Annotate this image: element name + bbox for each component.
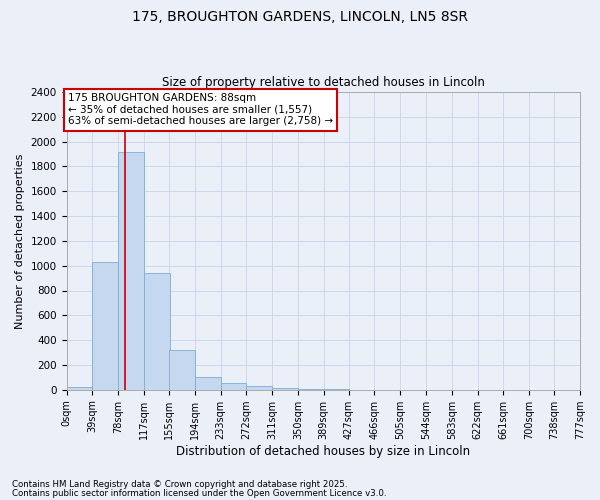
- X-axis label: Distribution of detached houses by size in Lincoln: Distribution of detached houses by size …: [176, 444, 470, 458]
- Bar: [195, 378, 221, 390]
- Bar: [221, 383, 246, 390]
- Bar: [144, 273, 170, 390]
- Bar: [92, 262, 118, 390]
- Bar: [246, 386, 272, 390]
- Y-axis label: Number of detached properties: Number of detached properties: [15, 153, 25, 328]
- Bar: [298, 389, 323, 390]
- Bar: [67, 387, 92, 390]
- Title: Size of property relative to detached houses in Lincoln: Size of property relative to detached ho…: [162, 76, 485, 90]
- Bar: [272, 388, 298, 390]
- Text: 175, BROUGHTON GARDENS, LINCOLN, LN5 8SR: 175, BROUGHTON GARDENS, LINCOLN, LN5 8SR: [132, 10, 468, 24]
- Text: Contains HM Land Registry data © Crown copyright and database right 2025.: Contains HM Land Registry data © Crown c…: [12, 480, 347, 489]
- Text: Contains public sector information licensed under the Open Government Licence v3: Contains public sector information licen…: [12, 490, 386, 498]
- Text: 175 BROUGHTON GARDENS: 88sqm
← 35% of detached houses are smaller (1,557)
63% of: 175 BROUGHTON GARDENS: 88sqm ← 35% of de…: [68, 94, 333, 126]
- Bar: [118, 152, 144, 390]
- Bar: [169, 350, 195, 390]
